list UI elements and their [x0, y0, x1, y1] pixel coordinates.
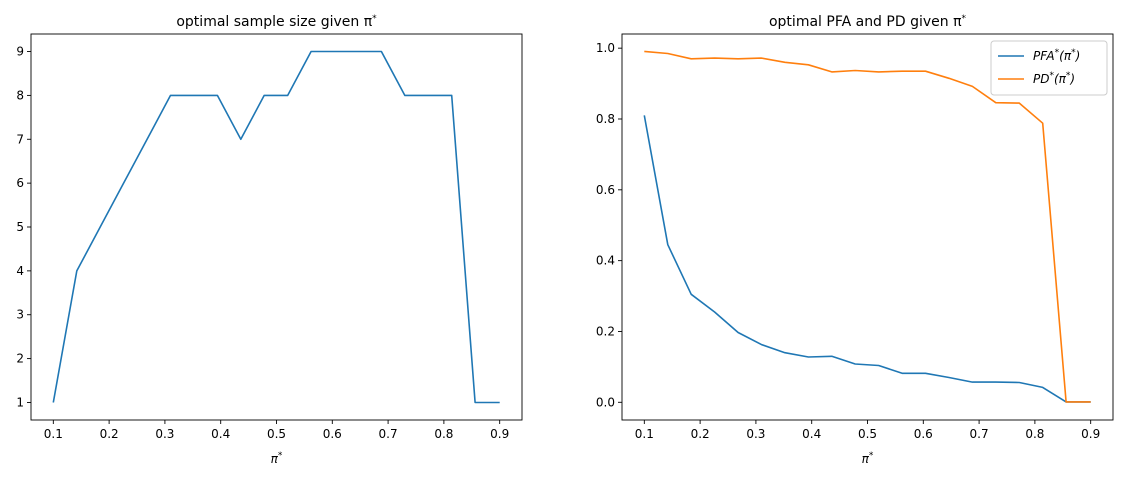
- y-tick-label: 2: [16, 352, 24, 366]
- y-tick-label: 0.4: [596, 254, 615, 268]
- x-tick-label: 0.8: [434, 427, 453, 441]
- x-tick-label: 0.1: [44, 427, 63, 441]
- legend-box: [990, 40, 1108, 96]
- axes-frame: [30, 33, 523, 421]
- left-chart-panel: optimal sample size given π* 0.1 0.2 0.3 0.4…: [16, 14, 523, 466]
- y-tick-label: 7: [16, 132, 24, 146]
- chart-title: optimal sample size given π*: [176, 14, 377, 30]
- y-tick-label: 0.8: [596, 112, 615, 126]
- right-chart-panel: optimal PFA and PD given π* 0.1 0.2 0.3 0.4 0…: [596, 14, 1114, 466]
- y-tick-label: 3: [16, 308, 24, 322]
- x-tick-label: 0.7: [379, 427, 398, 441]
- y-tick-label: 0.0: [596, 395, 615, 409]
- x-tick-label: 0.5: [267, 427, 286, 441]
- x-tick-label: 0.8: [1025, 427, 1044, 441]
- x-tick-label: 0.1: [635, 427, 654, 441]
- y-tick-label: 6: [16, 176, 24, 190]
- x-tick-label: 0.4: [802, 427, 821, 441]
- y-tick-label: 0.6: [596, 183, 615, 197]
- x-tick-label: 0.2: [691, 427, 710, 441]
- legend-label: PFA*(π*): [1033, 48, 1080, 63]
- y-tick-label: 1: [16, 395, 24, 409]
- y-tick-label: 4: [16, 264, 24, 278]
- chart-title: optimal PFA and PD given π*: [769, 14, 967, 30]
- y-tick-label: 8: [16, 88, 24, 102]
- y-tick-label: 0.2: [596, 324, 615, 338]
- x-tick-label: 0.6: [914, 427, 933, 441]
- x-tick-label: 0.2: [100, 427, 119, 441]
- x-tick-label: 0.9: [490, 427, 509, 441]
- legend-label: PD*(π*): [1033, 71, 1075, 86]
- series-line-0: [52, 50, 500, 404]
- x-tick-label: 0.5: [858, 427, 877, 441]
- x-tick-label: 0.4: [211, 427, 230, 441]
- x-tick-label: 0.7: [970, 427, 989, 441]
- series-line-1: [644, 50, 1091, 403]
- series-line-0: [643, 115, 1091, 403]
- y-tick-label: 1.0: [596, 41, 615, 55]
- y-tick-label: 5: [16, 220, 24, 234]
- x-axis-label: π*: [271, 451, 283, 466]
- x-tick-label: 0.6: [323, 427, 342, 441]
- y-tick-label: 9: [16, 45, 24, 59]
- x-axis-label: π*: [862, 451, 874, 466]
- x-tick-label: 0.3: [746, 427, 765, 441]
- x-tick-label: 0.9: [1081, 427, 1100, 441]
- x-tick-label: 0.3: [155, 427, 174, 441]
